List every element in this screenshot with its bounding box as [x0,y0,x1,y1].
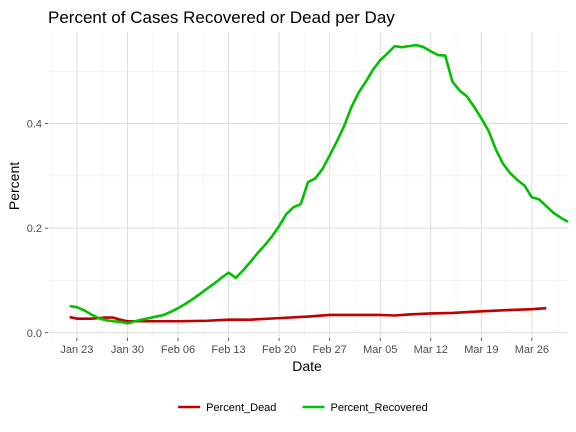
chart-title: Percent of Cases Recovered or Dead per D… [48,8,395,27]
x-tick-label: Mar 19 [464,344,498,356]
legend: Percent_Dead Percent_Recovered [178,402,428,414]
x-tick-label: Feb 27 [313,344,347,356]
x-tick-label: Jan 30 [111,344,144,356]
y-tick-label: 0.4 [27,119,42,131]
x-axis-title: Date [292,358,322,374]
legend-item-percent-dead: Percent_Dead [178,402,276,414]
legend-label: Percent_Dead [206,402,276,414]
x-tick-label: Feb 20 [262,344,296,356]
x-tick-label: Mar 05 [363,344,397,356]
x-tick-label: Mar 26 [515,344,549,356]
legend-label: Percent_Recovered [331,402,428,414]
y-tick-label: 0.2 [27,223,42,235]
series-lines [69,43,569,325]
x-axis-ticks: Jan 23 Jan 30 Feb 06 Feb 13 Feb 20 Feb 27 Mar … [60,338,549,356]
x-tick-label: Mar 12 [414,344,448,356]
x-tick-label: Feb 06 [161,344,195,356]
series-line-percent-recovered [69,43,569,325]
x-tick-label: Feb 13 [211,344,245,356]
minor-gridlines [48,32,568,338]
legend-item-percent-recovered: Percent_Recovered [302,402,428,414]
y-tick-label: 0.0 [27,328,42,340]
x-tick-label: Jan 23 [60,344,93,356]
y-axis-title: Percent [6,162,22,210]
major-gridlines [48,32,568,338]
y-axis-ticks: 0.0 0.2 0.4 [27,119,48,340]
